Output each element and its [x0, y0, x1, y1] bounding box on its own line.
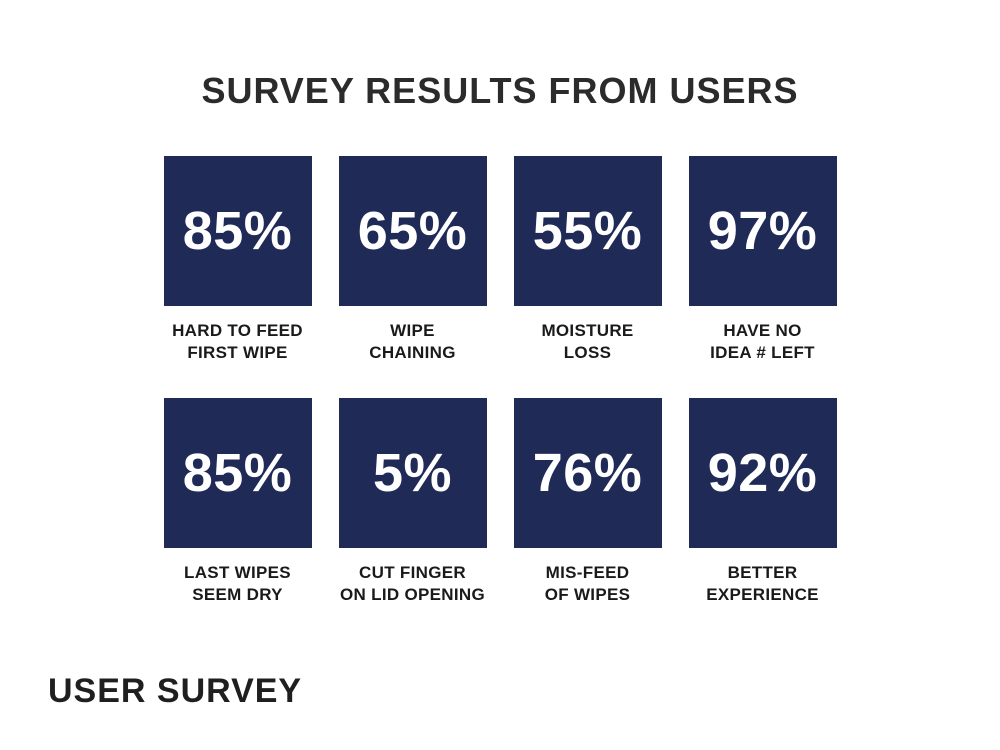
- stat-label-line: HARD TO FEED: [172, 321, 303, 340]
- stat-value: 55%: [532, 201, 643, 261]
- stat-label-line: MOISTURE: [541, 321, 634, 340]
- stat-value: 5%: [372, 443, 453, 504]
- stat-label: CUT FINGER ON LID OPENING: [340, 562, 485, 606]
- stat-card-mis-feed: 76% MIS-FEED OF WIPES: [513, 398, 662, 606]
- stat-card-cut-finger: 5% CUT FINGER ON LID OPENING: [338, 398, 487, 606]
- stat-label: LAST WIPES SEEM DRY: [184, 562, 291, 606]
- stat-label-line: FIRST WIPE: [187, 343, 288, 363]
- stat-tile: 85%: [163, 156, 312, 306]
- stat-card-better-experience: 92% BETTER EXPERIENCE: [688, 398, 837, 606]
- stat-label-line: SEEM DRY: [192, 585, 283, 605]
- stat-label: HAVE NO IDEA # LEFT: [710, 320, 815, 364]
- stat-label-line: IDEA # LEFT: [710, 343, 815, 363]
- page-title: SURVEY RESULTS FROM USERS: [201, 70, 799, 111]
- stat-label-line: EXPERIENCE: [706, 585, 819, 605]
- stat-tile: 65%: [338, 156, 487, 306]
- stat-label-line: WIPE: [390, 321, 435, 340]
- stat-tile: 92%: [688, 398, 837, 549]
- stat-value: 76%: [532, 443, 643, 504]
- stat-label-line: CUT FINGER: [359, 563, 466, 583]
- stat-card-no-idea-left: 97% HAVE NO IDEA # LEFT: [688, 156, 837, 364]
- stat-label: MOISTURE LOSS: [541, 320, 633, 364]
- stat-value: 85%: [182, 201, 293, 261]
- stat-label-line: BETTER: [727, 563, 798, 583]
- stat-grid: 85% HARD TO FEED FIRST WIPE 65% WIPE CHA…: [0, 156, 1000, 606]
- stat-value: 65%: [357, 201, 468, 261]
- stat-label-line: LOSS: [563, 343, 612, 363]
- stat-label: BETTER EXPERIENCE: [706, 562, 819, 606]
- stat-tile: 55%: [513, 156, 662, 306]
- stat-label-line: ON LID OPENING: [340, 585, 485, 605]
- stat-label: WIPE CHAINING: [369, 320, 455, 364]
- stat-value: 85%: [182, 443, 293, 504]
- stat-label: HARD TO FEED FIRST WIPE: [172, 320, 303, 364]
- stat-card-wipe-chaining: 65% WIPE CHAINING: [338, 156, 487, 364]
- stat-value: 97%: [707, 201, 818, 261]
- stat-label: MIS-FEED OF WIPES: [545, 562, 631, 606]
- stat-tile: 85%: [163, 398, 312, 549]
- stat-card-last-wipes-dry: 85% LAST WIPES SEEM DRY: [163, 398, 312, 606]
- stat-label-line: OF WIPES: [544, 585, 631, 605]
- stat-card-moisture-loss: 55% MOISTURE LOSS: [513, 156, 662, 364]
- stat-card-hard-to-feed: 85% HARD TO FEED FIRST WIPE: [163, 156, 312, 364]
- stat-label-line: CHAINING: [369, 343, 456, 363]
- stat-tile: 5%: [338, 398, 487, 549]
- stat-tile: 76%: [513, 398, 662, 549]
- stat-tile: 97%: [688, 156, 837, 306]
- stat-label-line: LAST WIPES: [184, 563, 291, 583]
- stat-label-line: MIS-FEED: [545, 563, 630, 583]
- stat-value: 92%: [707, 443, 818, 504]
- stat-label-line: HAVE NO: [723, 321, 802, 340]
- footer-title: USER SURVEY: [48, 672, 303, 710]
